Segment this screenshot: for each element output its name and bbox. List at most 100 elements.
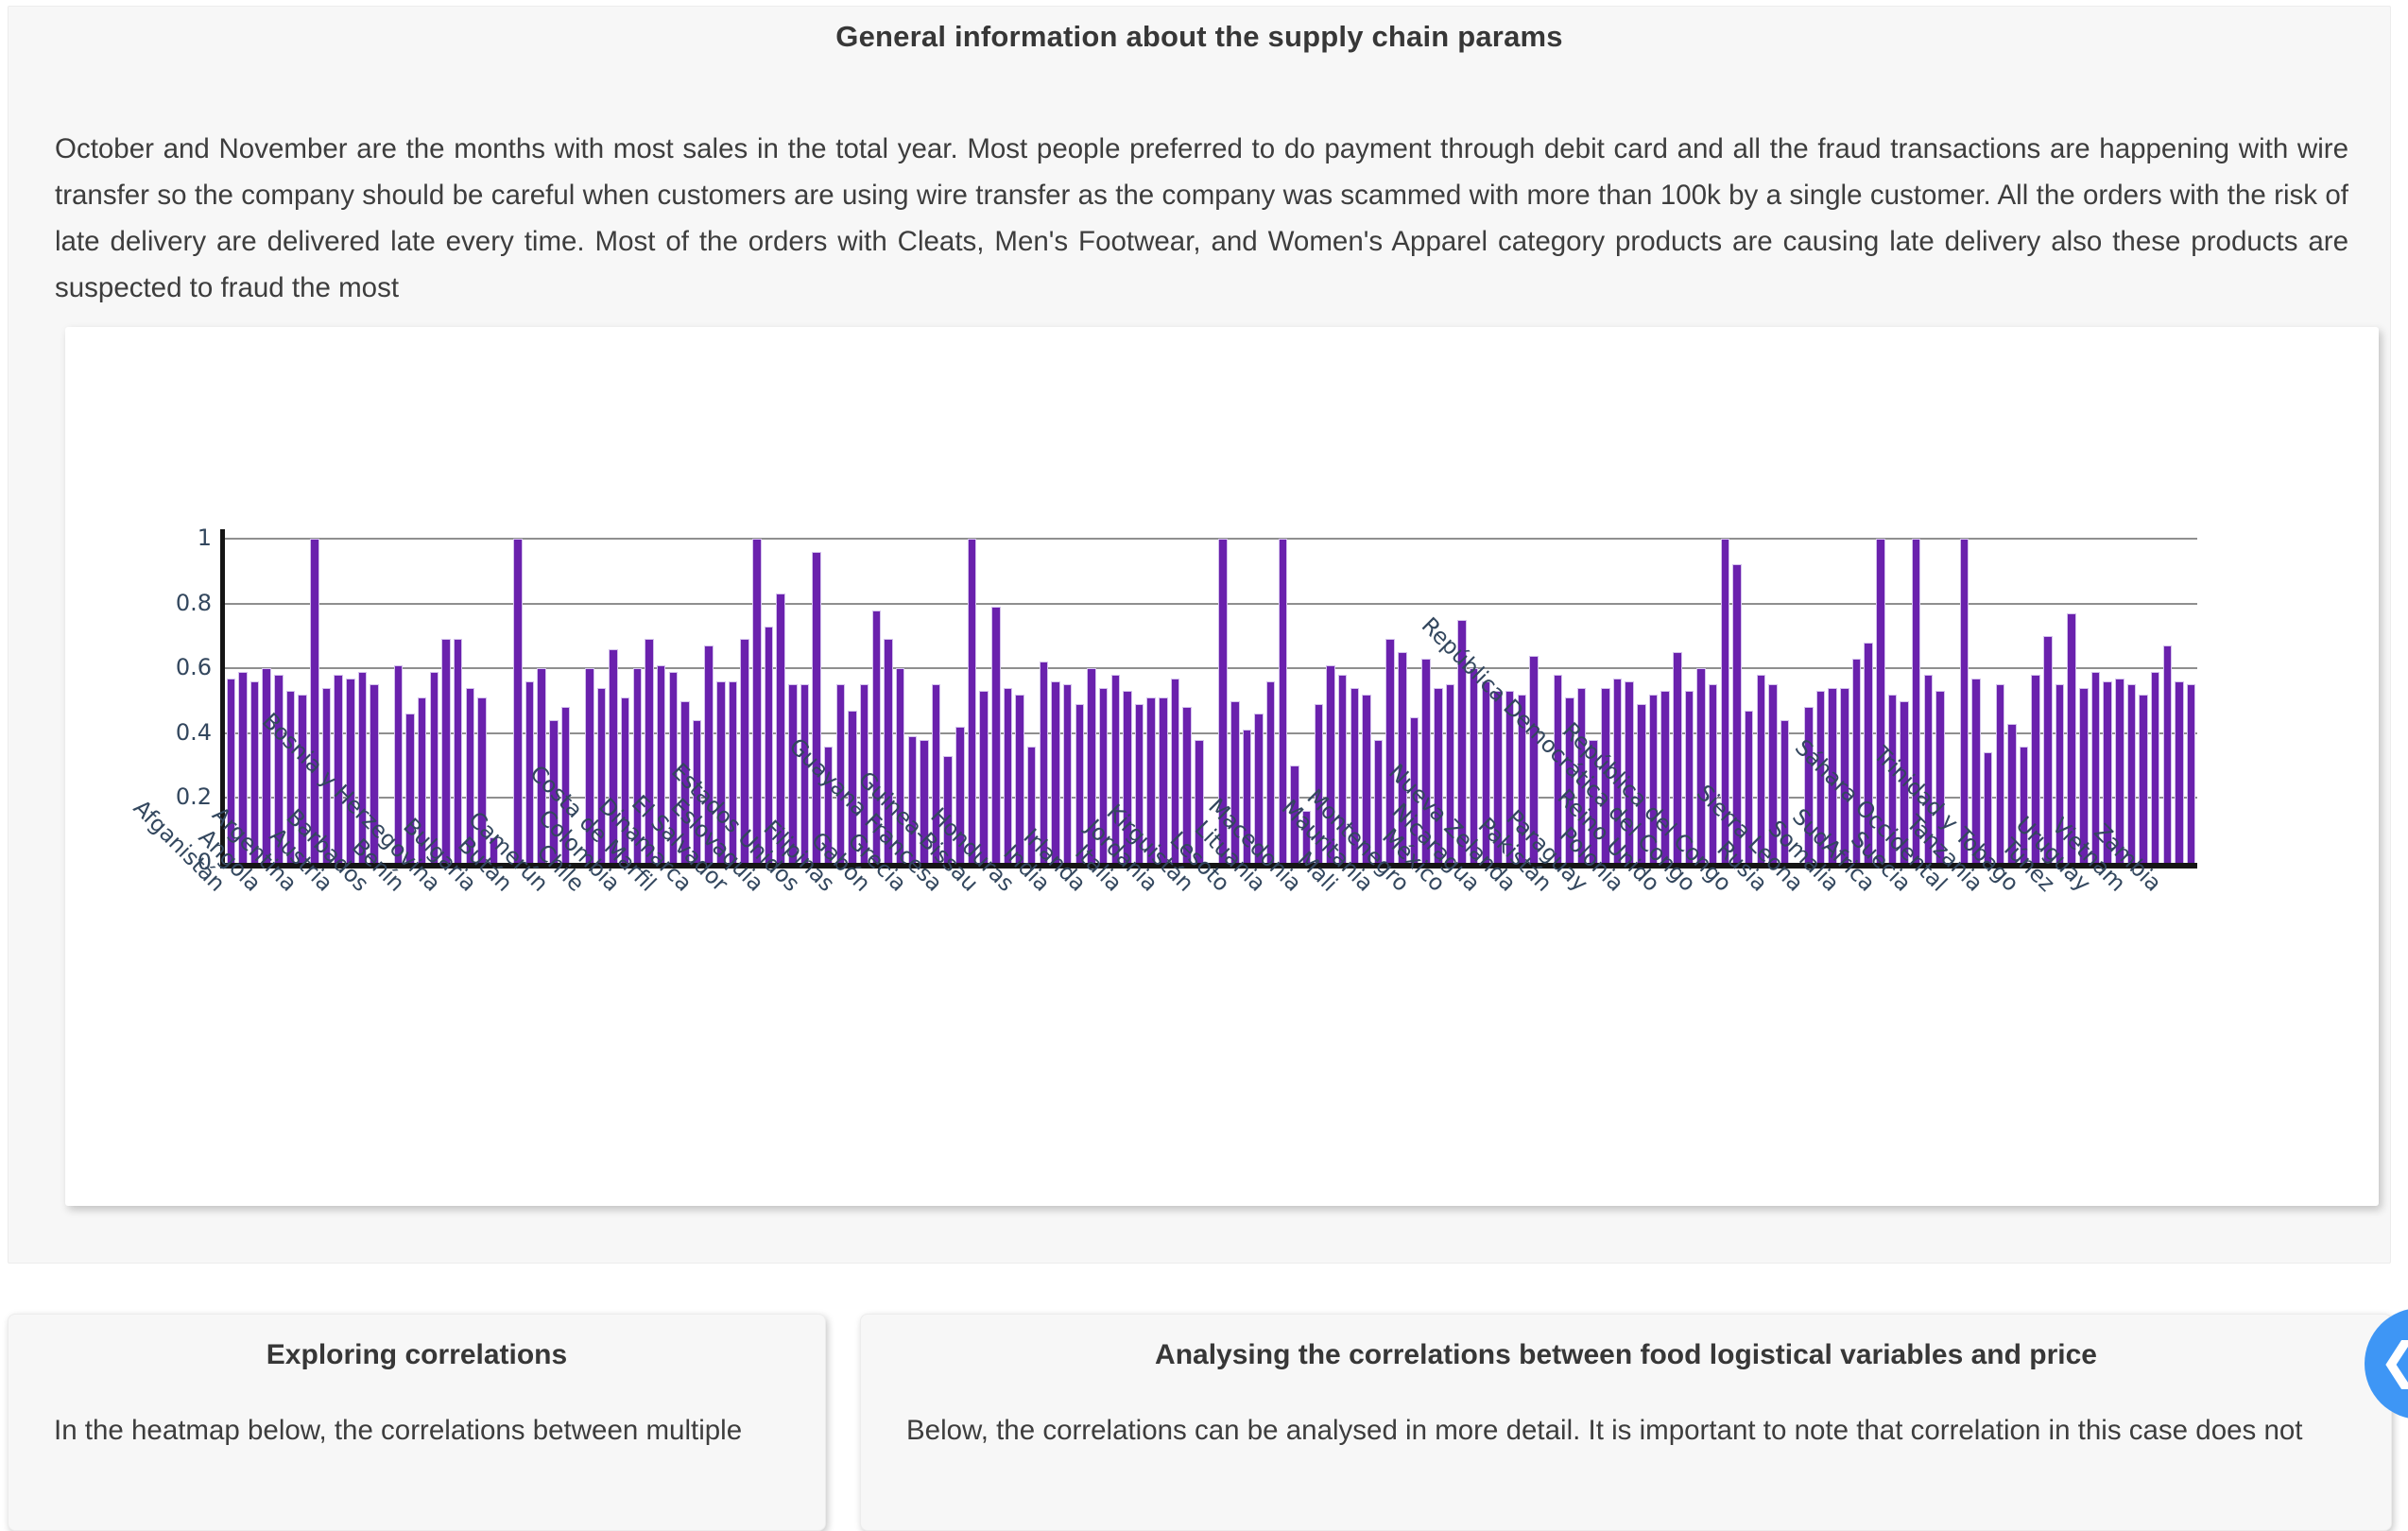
bar[interactable]	[943, 755, 953, 863]
bar[interactable]	[1983, 752, 1993, 863]
bar[interactable]	[1039, 662, 1049, 863]
bar[interactable]	[2055, 684, 2065, 864]
bar[interactable]	[2067, 612, 2076, 863]
bar[interactable]	[1612, 678, 1623, 863]
bar[interactable]	[1170, 678, 1180, 863]
bar[interactable]	[1648, 694, 1659, 863]
bar[interactable]	[1075, 703, 1085, 863]
bar[interactable]	[1756, 675, 1766, 863]
bar[interactable]	[1469, 668, 1479, 863]
bar[interactable]	[1589, 739, 1598, 863]
bar[interactable]	[931, 684, 941, 864]
bar[interactable]	[1696, 668, 1706, 863]
bar[interactable]	[1911, 539, 1921, 863]
bar[interactable]	[489, 836, 499, 863]
bar[interactable]	[632, 668, 643, 863]
bar[interactable]	[1362, 694, 1371, 863]
bar[interactable]	[1062, 684, 1073, 864]
bar[interactable]	[1265, 680, 1276, 863]
bar[interactable]	[262, 668, 271, 863]
bar[interactable]	[800, 684, 810, 864]
bar[interactable]	[1851, 658, 1862, 863]
bar[interactable]	[1840, 687, 1849, 863]
bar[interactable]	[812, 551, 821, 863]
bar[interactable]	[525, 680, 535, 863]
bar[interactable]	[310, 539, 319, 863]
bar[interactable]	[477, 697, 487, 863]
bar[interactable]	[1684, 691, 1694, 863]
bar[interactable]	[1230, 700, 1240, 863]
bar[interactable]	[2175, 680, 2184, 863]
bar[interactable]	[1732, 564, 1742, 863]
bar[interactable]	[1373, 739, 1384, 863]
bar[interactable]	[1098, 687, 1109, 863]
bar[interactable]	[2162, 645, 2173, 863]
bar[interactable]	[776, 593, 785, 863]
bar-chart-plot-area[interactable]: 0 0.2 0.4 0.6 0.8 1 Afganistán Angola Argentina A…	[65, 327, 2379, 1206]
bar[interactable]	[2031, 675, 2040, 863]
bar[interactable]	[346, 678, 355, 863]
bar[interactable]	[549, 720, 559, 863]
bar[interactable]	[393, 664, 404, 863]
bar[interactable]	[1517, 694, 1527, 863]
bar[interactable]	[907, 736, 918, 863]
bar[interactable]	[2139, 694, 2148, 863]
bar[interactable]	[1290, 766, 1299, 863]
bar[interactable]	[429, 671, 439, 863]
bar[interactable]	[238, 671, 248, 863]
bar[interactable]	[2019, 746, 2029, 863]
bar[interactable]	[609, 648, 618, 863]
bar[interactable]	[2115, 678, 2124, 863]
bar[interactable]	[1159, 697, 1168, 863]
bar[interactable]	[226, 678, 236, 863]
bar[interactable]	[1337, 675, 1348, 863]
bar[interactable]	[1421, 658, 1431, 863]
bar[interactable]	[1864, 642, 1873, 863]
bar[interactable]	[596, 687, 607, 863]
bar[interactable]	[1195, 739, 1204, 863]
bar[interactable]	[370, 684, 379, 864]
bar[interactable]	[1768, 684, 1778, 864]
bar[interactable]	[2103, 680, 2112, 863]
bar[interactable]	[1182, 707, 1192, 863]
bar[interactable]	[1887, 694, 1898, 863]
bar[interactable]	[764, 626, 774, 863]
bar[interactable]	[884, 639, 893, 863]
bar[interactable]	[716, 680, 726, 863]
bar[interactable]	[728, 680, 738, 863]
bar[interactable]	[1576, 687, 1587, 863]
bar[interactable]	[1804, 707, 1814, 863]
bar[interactable]	[1110, 675, 1121, 863]
bar[interactable]	[1051, 680, 1060, 863]
bar[interactable]	[357, 671, 368, 863]
bar[interactable]	[788, 684, 798, 864]
bar[interactable]	[920, 739, 929, 863]
bar[interactable]	[1637, 703, 1646, 863]
bar[interactable]	[1493, 691, 1503, 863]
bar[interactable]	[1242, 730, 1252, 863]
bar[interactable]	[752, 539, 762, 863]
bar[interactable]	[274, 675, 284, 863]
bar[interactable]	[560, 707, 571, 863]
bar[interactable]	[1720, 539, 1730, 863]
bar[interactable]	[1505, 691, 1515, 863]
bar[interactable]	[441, 639, 451, 863]
bar[interactable]	[1350, 687, 1360, 863]
bar[interactable]	[1828, 687, 1837, 863]
bar[interactable]	[967, 539, 977, 863]
bar[interactable]	[2090, 671, 2101, 863]
bar[interactable]	[895, 668, 905, 863]
bar[interactable]	[1673, 652, 1682, 863]
bar[interactable]	[2043, 635, 2053, 863]
bar[interactable]	[1529, 655, 1539, 863]
bar[interactable]	[285, 691, 296, 863]
bar[interactable]	[1923, 675, 1934, 863]
bar[interactable]	[1553, 675, 1563, 863]
bar[interactable]	[2150, 671, 2160, 863]
bar[interactable]	[2126, 684, 2137, 864]
bar[interactable]	[645, 639, 654, 863]
bar[interactable]	[1146, 697, 1156, 863]
bar[interactable]	[1445, 684, 1455, 864]
bar[interactable]	[417, 697, 427, 863]
bar[interactable]	[1481, 680, 1491, 863]
